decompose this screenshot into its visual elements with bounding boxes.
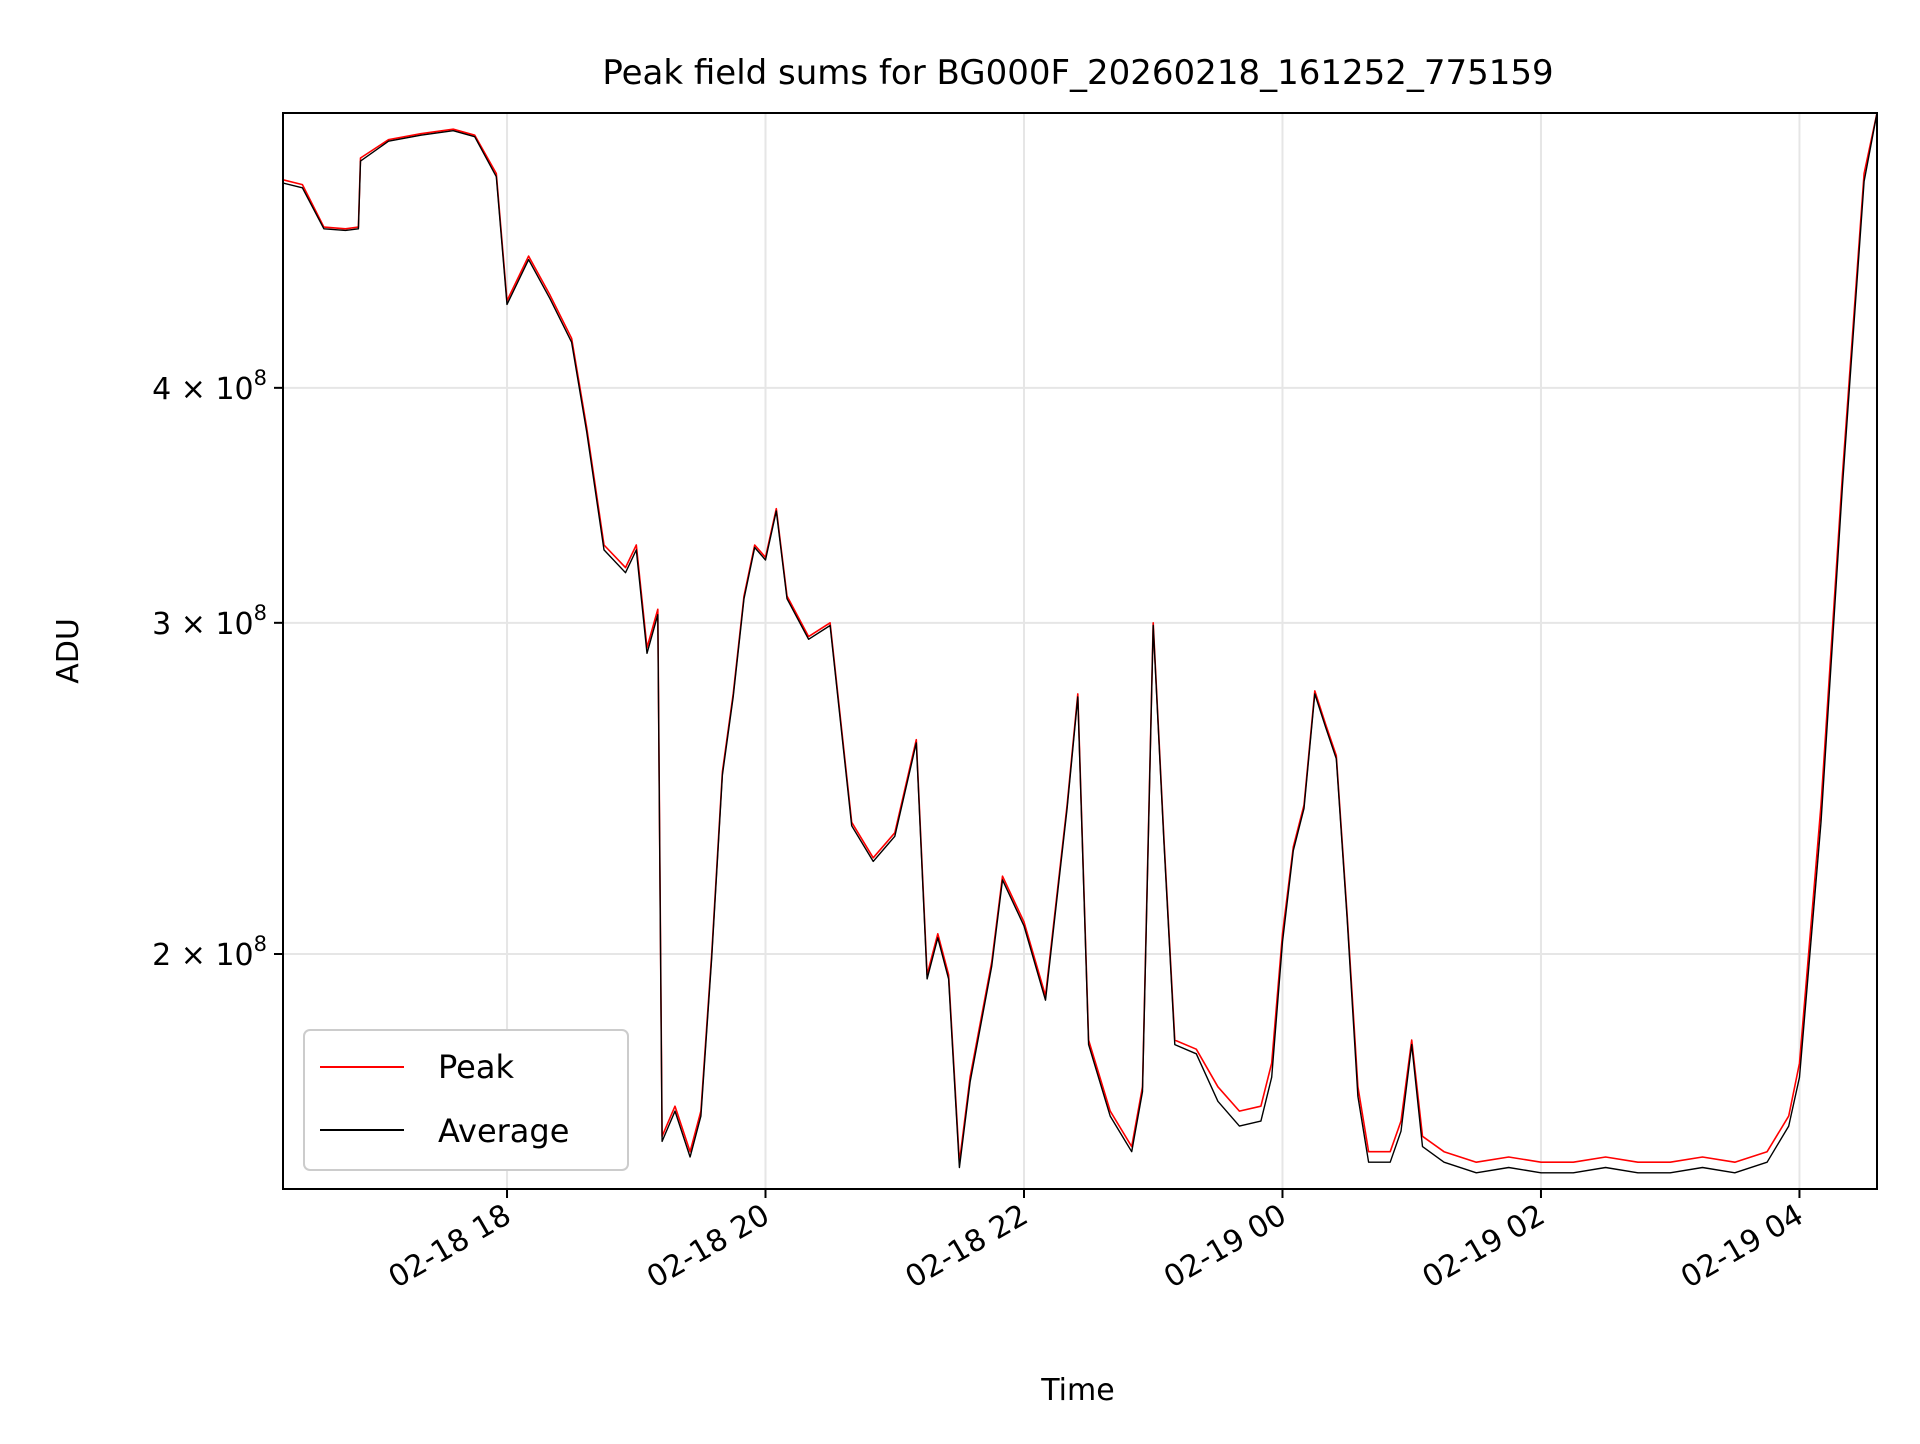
y-tick-label-base: 3 bbox=[152, 607, 171, 642]
y-tick-label-times: × 10 bbox=[171, 372, 253, 407]
y-tick-label: 4 × 108 bbox=[152, 366, 267, 407]
y-tick-label-base: 4 bbox=[152, 372, 171, 407]
y-tick-label: 2 × 108 bbox=[152, 932, 267, 973]
y-tick-label-exponent: 8 bbox=[254, 932, 267, 956]
x-axis-label: Time bbox=[1040, 1373, 1114, 1408]
y-tick-label-exponent: 8 bbox=[254, 366, 267, 390]
legend-label-average: Average bbox=[438, 1112, 569, 1150]
plot-area bbox=[283, 113, 1877, 1174]
plot-frame bbox=[282, 112, 1878, 1190]
grid bbox=[283, 113, 1877, 1189]
y-axis-label: ADU bbox=[51, 618, 86, 684]
y-tick-label-times: × 10 bbox=[171, 938, 253, 973]
legend: Peak Average bbox=[303, 1029, 629, 1171]
y-tick-label-times: × 10 bbox=[171, 607, 253, 642]
y-tick-label-exponent: 8 bbox=[254, 601, 267, 625]
y-tick-label: 3 × 108 bbox=[152, 601, 267, 642]
legend-box bbox=[303, 1029, 629, 1171]
series-line-average bbox=[283, 113, 1877, 1174]
y-tick-label-base: 2 bbox=[152, 938, 171, 973]
legend-label-peak: Peak bbox=[438, 1048, 514, 1086]
chart-title: Peak field sums for BG000F_20260218_1612… bbox=[602, 53, 1553, 93]
